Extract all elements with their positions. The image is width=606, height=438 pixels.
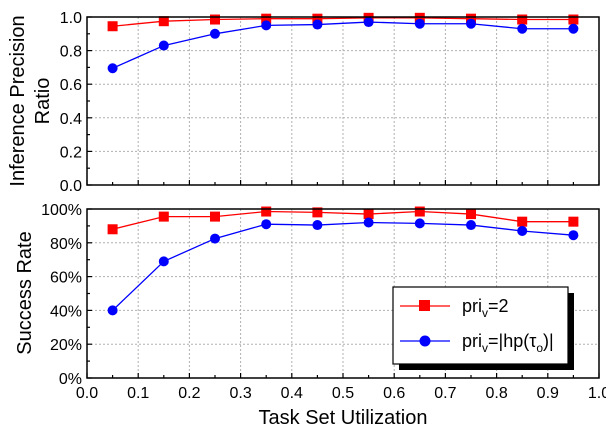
data-point-s2-bottom xyxy=(158,256,169,267)
data-point-s1-bottom xyxy=(363,209,374,220)
series-line-s2-bottom xyxy=(112,221,574,311)
y-tick-label-top: 0.0 xyxy=(60,178,82,195)
data-point-s1-top xyxy=(466,13,476,24)
data-point-s1-top xyxy=(261,13,272,24)
x-axis-title: Task Set Utilization xyxy=(259,407,428,429)
data-point-s2-top xyxy=(261,20,272,31)
data-point-s1-top xyxy=(158,16,169,27)
x-tick-label: 0.8 xyxy=(485,385,507,402)
data-point-s2-bottom xyxy=(414,218,425,229)
y-tick-label-bottom: 100% xyxy=(41,202,82,219)
grid-top xyxy=(87,17,599,185)
series-line-s2-top xyxy=(112,21,574,69)
data-point-s1-bottom xyxy=(568,216,579,227)
y-axis-title-top-line2: Ratio xyxy=(32,78,54,125)
data-point-s2-bottom xyxy=(261,219,272,230)
data-point-s1-top xyxy=(312,13,323,24)
legend-box xyxy=(392,286,569,365)
data-point-s2-top xyxy=(312,19,323,30)
legend-label-1-rest: =2 xyxy=(488,296,509,316)
legend-label-2-rest: =|hp(τ xyxy=(488,331,536,351)
legend-entry-1: priv=2 xyxy=(400,296,509,320)
legend-label-2-base: pri xyxy=(462,331,482,351)
legend-marker-1 xyxy=(419,300,430,311)
x-tick-label: 0.4 xyxy=(281,385,303,402)
series-line-s1-bottom xyxy=(112,210,574,230)
data-point-s1-bottom xyxy=(261,206,272,217)
data-point-s2-bottom xyxy=(107,305,118,316)
data-point-s2-bottom xyxy=(210,233,220,244)
data-point-s2-top xyxy=(466,18,476,29)
data-point-s2-bottom xyxy=(363,217,374,228)
data-point-s1-bottom xyxy=(210,211,220,222)
y-tick-label-top: 0.4 xyxy=(60,111,82,128)
data-point-s2-top xyxy=(568,23,579,34)
legend-label-1: priv=2 xyxy=(462,296,509,320)
data-point-s2-bottom xyxy=(466,220,476,231)
y-tick-label-bottom: 60% xyxy=(50,270,82,287)
x-tick-label: 0.1 xyxy=(127,385,149,402)
data-point-s1-bottom xyxy=(517,216,528,227)
y-ticks-bottom: 0% 20% 40% 60% 80% 100% xyxy=(41,202,92,388)
legend-label-2-sub: v xyxy=(482,341,488,355)
x-tick-label: 0.0 xyxy=(76,385,98,402)
panel-inference-precision: 0.0 0.2 0.4 0.6 0.8 1.0 Inference Precision R… xyxy=(7,10,600,195)
y-tick-label-top: 0.8 xyxy=(60,44,82,61)
data-point-s2-bottom xyxy=(517,225,528,236)
data-point-s2-bottom xyxy=(568,230,579,241)
y-tick-label-bottom: 40% xyxy=(50,303,82,320)
data-point-s2-bottom xyxy=(312,220,323,231)
y-tick-label-bottom: 80% xyxy=(50,236,82,253)
series-bottom xyxy=(107,206,579,316)
legend-label-2-sub2: o xyxy=(536,341,543,355)
y-axis-title-top-line1: Inference Precision xyxy=(7,15,29,186)
legend-label-1-sub: v xyxy=(482,306,488,320)
data-point-s1-bottom xyxy=(466,209,476,220)
data-point-s1-bottom xyxy=(158,211,169,222)
data-point-s1-top xyxy=(568,14,579,25)
x-tick-label: 0.2 xyxy=(178,385,200,402)
y-tick-label-bottom: 0% xyxy=(59,371,82,388)
panel-success-rate: 0% 20% 40% 60% 80% 100% 0.0 0.1 0.2 0.3 0.4 0.5 0.6… xyxy=(14,202,606,429)
data-point-s1-top xyxy=(414,12,425,23)
x-tick-label: 0.5 xyxy=(332,385,354,402)
x-tick-label: 0.6 xyxy=(383,385,405,402)
x-tick-label: 0.3 xyxy=(229,385,251,402)
data-point-s2-top xyxy=(517,23,528,34)
x-tick-label: 0.9 xyxy=(537,385,559,402)
series-top xyxy=(107,12,579,74)
legend-label-2-rest2: )| xyxy=(543,331,554,351)
x-ticks-bottom: 0.0 0.1 0.2 0.3 0.4 0.5 0.6 0.7 0.8 0.9 1.0 xyxy=(76,373,606,402)
y-axis-title-bottom: Success Rate xyxy=(14,231,36,354)
data-point-s2-top xyxy=(158,40,169,51)
data-point-s1-bottom xyxy=(107,224,118,235)
legend-entry-2: priv=|hp(τo)| xyxy=(400,331,554,355)
y-tick-label-top: 0.2 xyxy=(60,144,82,161)
x-tick-label: 0.7 xyxy=(434,385,456,402)
data-point-s1-top xyxy=(210,14,220,25)
legend-label-2: priv=|hp(τo)| xyxy=(462,331,554,355)
data-point-s1-bottom xyxy=(414,206,425,217)
data-point-s2-top xyxy=(210,28,220,39)
legend-label-1-base: pri xyxy=(462,296,482,316)
data-point-s1-bottom xyxy=(312,207,323,218)
y-tick-label-top: 1.0 xyxy=(60,10,82,27)
y-tick-label-bottom: 20% xyxy=(50,337,82,354)
data-point-s2-top xyxy=(363,17,374,28)
y-tick-label-top: 0.6 xyxy=(60,77,82,94)
data-point-s1-top xyxy=(517,14,528,25)
series-line-s1-top xyxy=(112,17,574,27)
y-ticks-top: 0.0 0.2 0.4 0.6 0.8 1.0 xyxy=(60,10,600,195)
data-point-s1-top xyxy=(107,21,118,32)
legend: priv=2 priv=|hp(τo)| xyxy=(392,286,574,370)
x-tick-label: 1.0 xyxy=(588,385,606,402)
legend-marker-2 xyxy=(419,335,431,347)
data-point-s2-top xyxy=(414,18,425,29)
data-point-s2-top xyxy=(107,63,118,74)
